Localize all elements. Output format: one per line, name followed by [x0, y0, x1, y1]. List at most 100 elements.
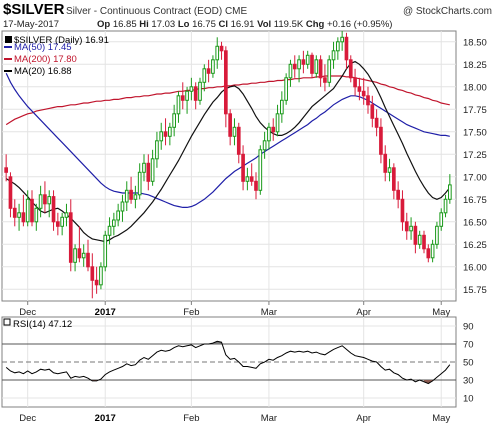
candle-body-down — [374, 117, 379, 128]
candle-body-up — [17, 212, 21, 218]
vol-value: 119.5K — [274, 19, 304, 30]
rsi-line-layer — [5, 340, 451, 385]
candle-body-down — [400, 198, 405, 223]
candle-body-down — [396, 189, 400, 200]
candle-body-down — [236, 126, 241, 155]
candle — [224, 46, 228, 128]
candle — [8, 172, 13, 218]
candle-body-down — [163, 131, 168, 137]
candle-body-down — [219, 45, 224, 52]
ma200-line — [5, 75, 450, 126]
candle — [310, 52, 314, 78]
candle — [185, 86, 189, 114]
candle — [94, 266, 99, 294]
candle — [245, 167, 250, 191]
candle — [392, 163, 396, 200]
candle-body-down — [43, 194, 47, 205]
candle — [361, 77, 366, 105]
candle — [262, 131, 267, 159]
candle — [107, 217, 112, 245]
candle-body-down — [379, 126, 383, 155]
price-x-ticks: Dec 2017 Feb Mar Apr May — [19, 301, 450, 318]
candle-body-down — [348, 59, 353, 79]
candle — [56, 212, 60, 236]
price-y-tick: 17.25 — [463, 150, 487, 161]
candle-body-up — [189, 86, 194, 92]
candle-body-down — [77, 248, 82, 259]
legend-ma200-label: MA(200) 17.80 — [14, 54, 77, 65]
candle-body-up — [211, 59, 215, 74]
candle-body-up — [159, 131, 164, 142]
rsi-x-tick: May — [432, 413, 450, 424]
cl-value: 16.91 — [231, 19, 255, 30]
candle-body-down — [318, 59, 323, 79]
candle-body-up — [409, 225, 413, 232]
candle — [439, 208, 444, 231]
candle — [68, 199, 73, 272]
candle — [120, 194, 125, 222]
candle-body-up — [133, 194, 138, 200]
candle-body-down — [228, 113, 232, 137]
candle-body-up — [340, 36, 344, 43]
price-y-tick: 17.00 — [463, 172, 487, 183]
candle — [34, 203, 39, 231]
candle — [51, 190, 56, 231]
candle-body-up — [172, 113, 176, 128]
candle — [60, 212, 64, 236]
price-y-tick: 15.75 — [463, 285, 487, 296]
candle — [370, 95, 375, 128]
candle — [21, 194, 26, 227]
ma50-line — [5, 73, 450, 208]
candle — [327, 55, 332, 87]
candle-body-up — [64, 212, 69, 218]
candle-body-up — [448, 184, 452, 200]
candle — [159, 122, 164, 150]
watermark: @ StockCharts.com — [403, 6, 492, 17]
price-y-ticks: 18.50 18.25 18.00 17.75 17.50 17.25 17.00 16.75… — [463, 37, 487, 296]
candle-body-down — [353, 77, 357, 88]
price-y-tick: 17.75 — [463, 105, 487, 116]
candle — [430, 239, 435, 263]
candle-body-up — [232, 126, 237, 137]
candle-body-down — [366, 95, 370, 106]
rsi-y-tick: 50 — [463, 358, 474, 369]
candle — [422, 230, 426, 254]
candle — [357, 77, 362, 101]
candle-body-up — [297, 59, 301, 70]
legend-swatch-price — [5, 36, 12, 43]
candle — [112, 212, 116, 236]
hi-value: 17.03 — [151, 19, 175, 30]
description-text: Silver - Continuous Contract (EOD) — [66, 6, 222, 17]
symbol-label: $SILVER — [3, 1, 65, 18]
candle-body-up — [275, 113, 280, 133]
candle — [348, 55, 353, 83]
candle — [409, 217, 413, 240]
candle — [155, 131, 159, 168]
candle-body-down — [392, 167, 396, 191]
candle — [301, 50, 306, 74]
candle — [267, 122, 271, 150]
description-label: Silver - Continuous Contract (EOD) CME — [66, 6, 248, 17]
candle — [426, 244, 431, 263]
legend-ma20-label: MA(20) 16.88 — [14, 66, 72, 77]
candle-body-up — [327, 59, 332, 83]
rsi-y-ticks: 90 70 50 30 10 — [463, 322, 474, 405]
candle — [288, 59, 293, 87]
candle — [400, 190, 405, 231]
candle-body-down — [206, 68, 211, 74]
candle-body-down — [146, 162, 151, 182]
candle — [116, 203, 120, 227]
price-x-tick: 2017 — [95, 307, 116, 318]
candle — [150, 149, 155, 186]
cl-label: Cl — [219, 19, 229, 30]
candle-body-up — [258, 149, 263, 191]
candles — [4, 31, 452, 299]
candle-body-down — [241, 153, 245, 182]
candle-body-up — [387, 167, 392, 173]
price-y-tick: 18.50 — [463, 37, 487, 48]
price-y-tick: 18.25 — [463, 60, 487, 71]
candle-body-up — [155, 140, 159, 160]
candle-body-up — [25, 198, 30, 223]
candle — [47, 190, 52, 218]
